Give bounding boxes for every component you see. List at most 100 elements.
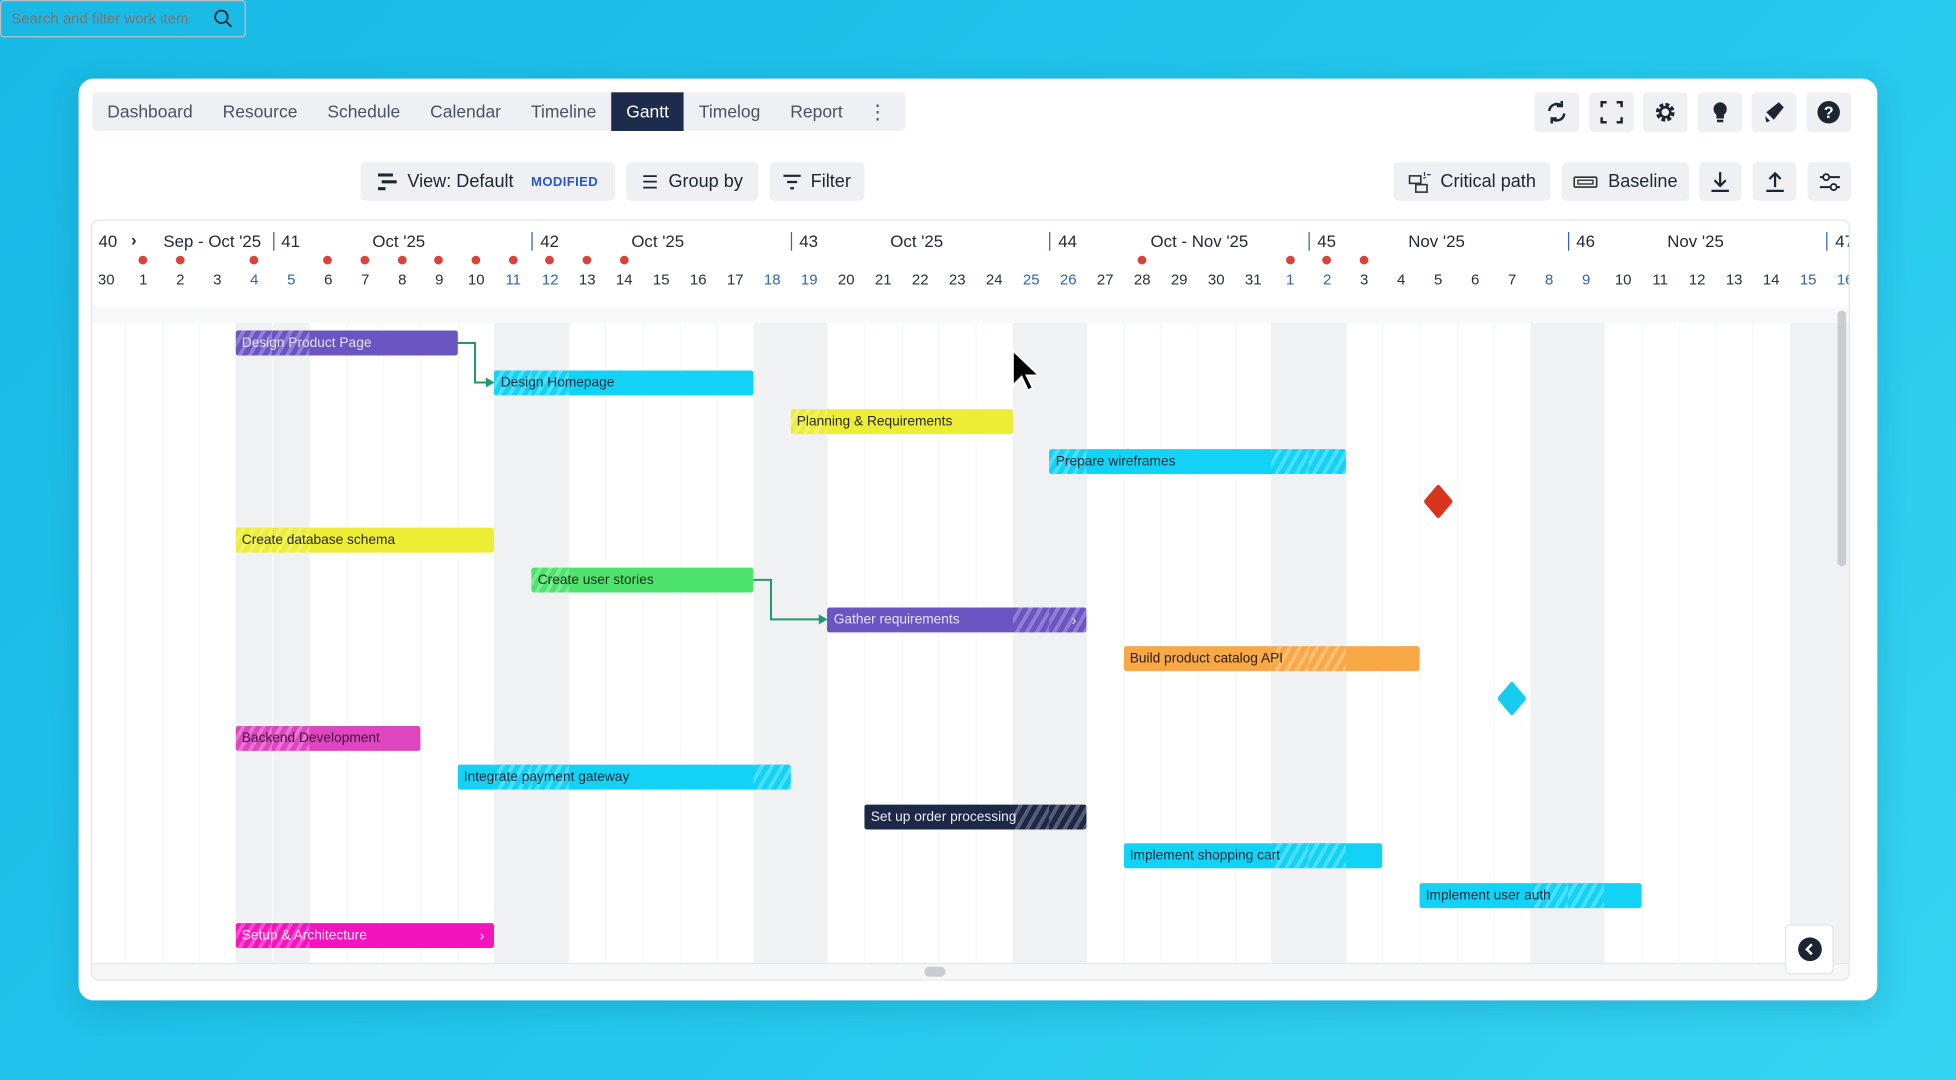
tab-timelog[interactable]: Timelog (698, 101, 761, 121)
task-bar[interactable]: Build product catalog API (1123, 646, 1420, 672)
event-marker[interactable] (1285, 255, 1295, 265)
weekend-hatch (1271, 843, 1309, 869)
tab-timeline[interactable]: Timeline (530, 101, 597, 121)
week-nav-chevron-icon[interactable]: › (130, 230, 137, 250)
weekend-hatch (1049, 606, 1087, 632)
weekend-band (272, 323, 310, 963)
milestone-diamond[interactable] (1422, 483, 1453, 519)
day-gridline (1419, 306, 1421, 963)
tab-resource[interactable]: Resource (222, 101, 298, 121)
day-gridline (457, 306, 459, 963)
event-marker[interactable] (397, 255, 407, 265)
day-gridline (1752, 306, 1754, 963)
gantt-chart: 40 › Sep - Oct '25 41 Oct '25 42 Oct '25 43 Oct … (91, 219, 1850, 981)
event-marker[interactable] (175, 255, 185, 265)
day-label: 14 (615, 270, 633, 289)
task-bar[interactable]: Set up order processing (864, 804, 1087, 830)
event-marker[interactable] (545, 255, 555, 265)
collapse-panel-button[interactable] (1785, 924, 1834, 975)
chevron-left-icon (1797, 937, 1822, 962)
tab-schedule[interactable]: Schedule (327, 101, 401, 121)
event-marker[interactable] (471, 255, 481, 265)
task-bar[interactable]: Create database schema (235, 527, 495, 553)
task-bar[interactable]: Create user stories (531, 567, 754, 593)
day-label: 1 (1286, 270, 1295, 289)
baseline-button[interactable]: Baseline (1561, 162, 1689, 201)
chevron-right-icon[interactable]: › (1071, 610, 1077, 629)
critical-path-label: Critical path (1440, 171, 1536, 192)
announcement-button[interactable] (1751, 92, 1797, 133)
day-gridline (938, 306, 940, 963)
weekend-hatch (1308, 843, 1346, 869)
task-bar[interactable]: Backend Development (235, 725, 421, 751)
critical-path-button[interactable]: Critical path (1393, 162, 1551, 201)
weekend-hatch (272, 330, 310, 356)
day-gridline (901, 306, 903, 963)
day-gridline (1345, 306, 1347, 963)
group-by-button[interactable]: ☰ Group by (626, 162, 759, 201)
tab-gantt[interactable]: Gantt (611, 92, 684, 131)
adjust-settings-button[interactable] (1807, 162, 1852, 201)
fullscreen-icon (1599, 101, 1623, 124)
lightbulb-button[interactable] (1697, 92, 1743, 133)
settings-button[interactable] (1643, 92, 1688, 133)
weekend-hatch (1567, 883, 1605, 909)
event-marker[interactable] (360, 255, 370, 265)
day-label: 22 (911, 270, 929, 289)
day-label: 26 (1059, 270, 1077, 289)
event-marker[interactable] (323, 255, 333, 265)
dependency-line[interactable] (457, 342, 488, 384)
day-label: 7 (1508, 270, 1517, 289)
fullscreen-button[interactable] (1588, 92, 1634, 133)
task-bar[interactable]: Gather requirements › (827, 606, 1087, 632)
download-button[interactable] (1698, 162, 1742, 201)
filter-button[interactable]: Filter (769, 162, 865, 201)
search-input[interactable] (8, 8, 214, 29)
event-marker[interactable] (508, 255, 518, 265)
task-bar[interactable]: Design Homepage (494, 370, 754, 395)
weekend-hatch (235, 527, 273, 553)
event-marker[interactable] (138, 255, 148, 265)
event-marker[interactable] (582, 255, 592, 265)
refresh-button[interactable] (1534, 92, 1580, 133)
weekend-band (1012, 323, 1050, 963)
milestone-diamond[interactable] (1496, 680, 1527, 716)
tab-report[interactable]: Report (790, 101, 843, 121)
task-bar[interactable]: Planning & Requirements (790, 409, 1013, 435)
view-button[interactable]: View: Default MODIFIED (360, 162, 615, 201)
day-gridline (1197, 306, 1199, 963)
task-bar[interactable]: Implement user auth (1419, 883, 1642, 909)
weekend-band (531, 323, 569, 963)
event-marker[interactable] (434, 255, 444, 265)
day-label: 16 (689, 270, 707, 289)
search-box[interactable] (0, 0, 246, 38)
weekend-hatch (1012, 804, 1050, 830)
list-icon: ☰ (641, 171, 659, 193)
task-bar[interactable]: Implement shopping cart (1123, 843, 1383, 869)
task-bar[interactable]: Prepare wireframes (1049, 448, 1346, 474)
month-label: Nov '25 (1667, 232, 1724, 251)
task-label: Design Product Page (241, 335, 372, 351)
horizontal-scrollbar[interactable] (924, 966, 946, 977)
task-bar[interactable]: Integrate payment gateway (457, 764, 791, 790)
event-marker[interactable] (1359, 255, 1369, 265)
chevron-right-icon[interactable]: › (479, 926, 485, 944)
help-button[interactable]: ? (1806, 92, 1852, 133)
search-icon[interactable] (213, 9, 233, 29)
day-label: 9 (435, 270, 444, 289)
upload-button[interactable] (1752, 162, 1797, 201)
task-bar[interactable]: Setup & Architecture › (235, 922, 495, 948)
tab-calendar[interactable]: Calendar (430, 101, 502, 121)
baseline-label: Baseline (1608, 171, 1678, 192)
day-gridline (1493, 306, 1495, 963)
event-marker[interactable] (1137, 255, 1147, 265)
month-label: Sep - Oct '25 (163, 232, 262, 251)
tab-dashboard[interactable]: Dashboard (107, 101, 193, 121)
event-marker[interactable] (1322, 255, 1332, 265)
more-tabs-button[interactable]: ⋮ (858, 99, 898, 124)
day-gridline (1715, 306, 1717, 963)
event-marker[interactable] (619, 255, 629, 265)
task-bar[interactable]: Design Product Page (235, 330, 458, 356)
vertical-scrollbar[interactable] (1837, 310, 1847, 567)
event-marker[interactable] (249, 255, 259, 265)
